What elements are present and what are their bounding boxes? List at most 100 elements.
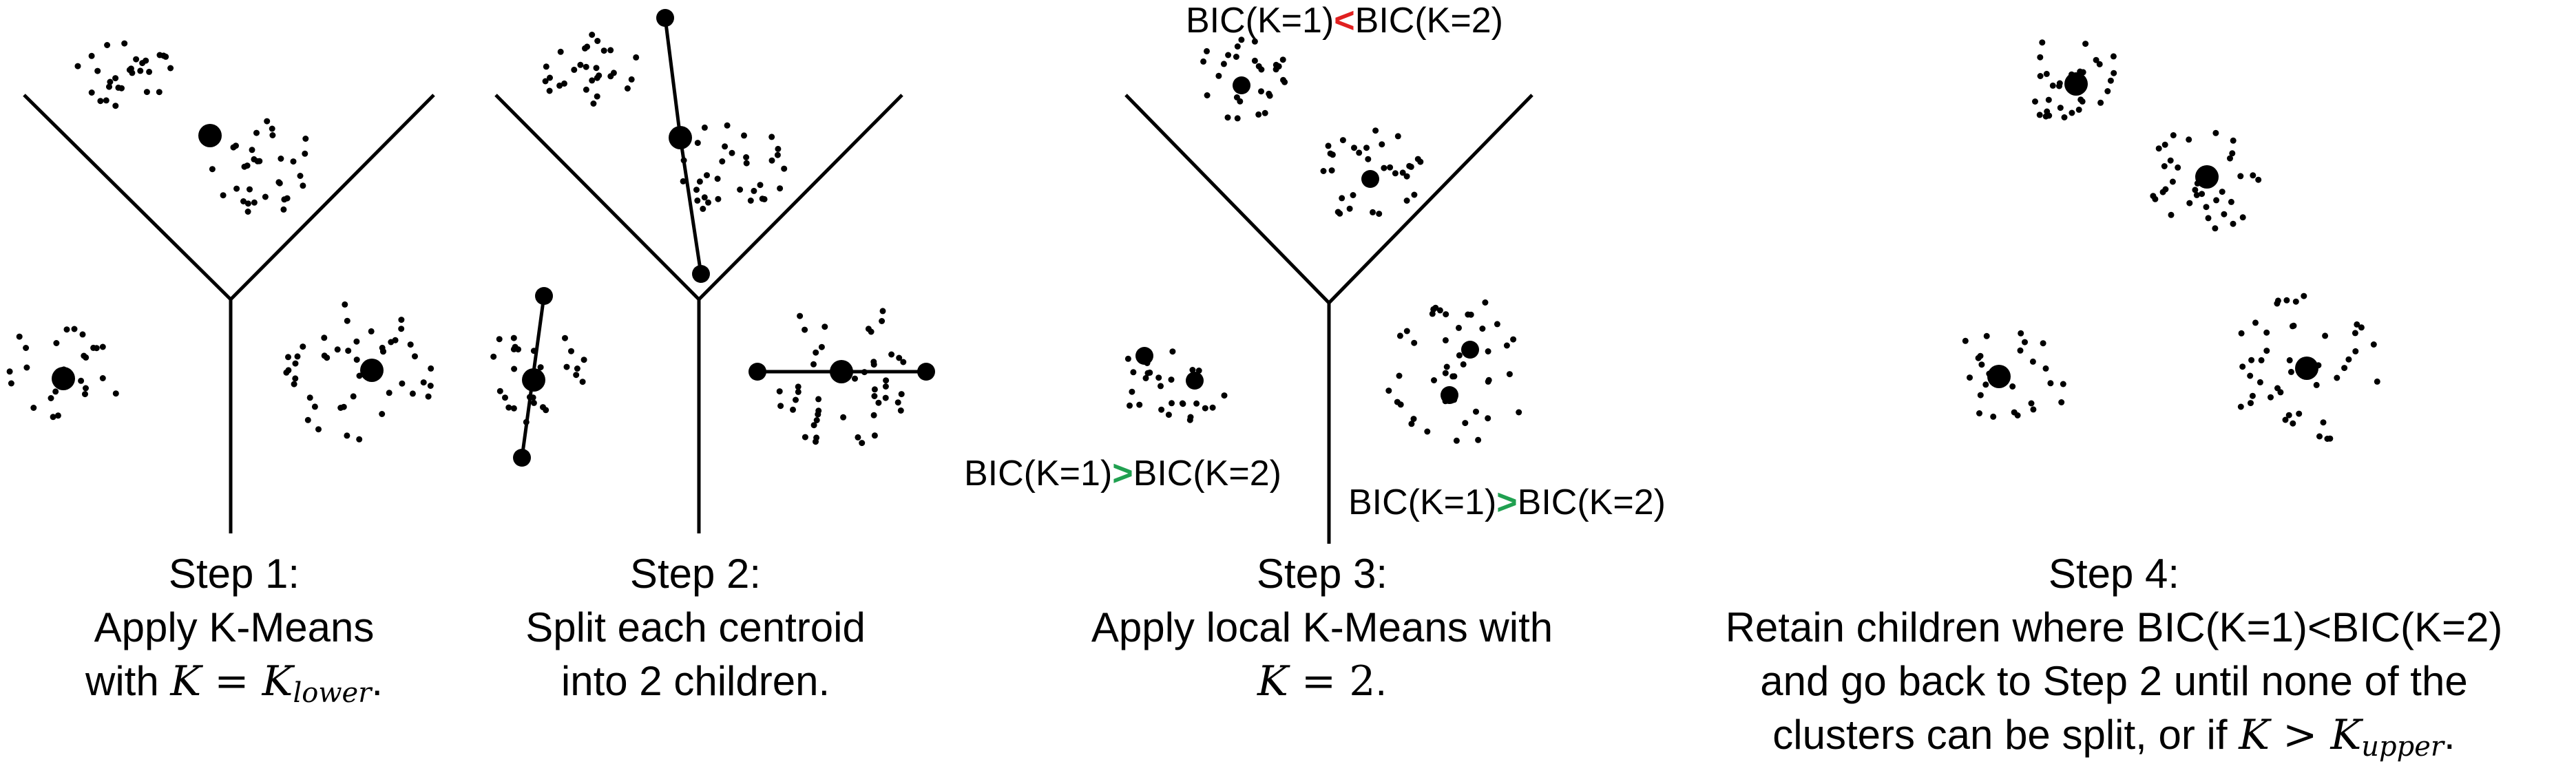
- step-text-fragment: .: [371, 658, 384, 704]
- data-point: [2047, 380, 2054, 387]
- data-point: [1279, 56, 1286, 63]
- data-point: [1365, 156, 1372, 162]
- data-point: [700, 205, 706, 212]
- bic-right: BIC(K=2): [1133, 454, 1281, 493]
- data-point: [233, 185, 240, 192]
- step-title: Step 2:: [629, 551, 762, 597]
- data-point: [1363, 145, 1370, 151]
- less-than-symbol: <: [1334, 1, 1355, 41]
- data-point: [574, 365, 580, 372]
- bic-right: BIC(K=2): [1517, 482, 1666, 522]
- data-point: [2162, 186, 2169, 193]
- data-point: [543, 63, 549, 70]
- data-point: [1467, 311, 1474, 318]
- data-point: [112, 75, 119, 82]
- data-point: [1485, 415, 1491, 422]
- data-point: [1209, 404, 1216, 411]
- data-point: [2256, 379, 2263, 385]
- data-point: [2168, 211, 2175, 218]
- data-point: [1155, 374, 1162, 381]
- data-point: [269, 125, 275, 132]
- data-point: [751, 187, 757, 194]
- data-point: [2324, 436, 2331, 442]
- bic-left: BIC(K=1): [1348, 482, 1497, 522]
- centroid: [1441, 386, 1458, 404]
- data-point: [743, 154, 750, 160]
- data-point: [561, 80, 567, 87]
- data-point: [284, 195, 291, 202]
- step-line: and go back to Step 2 until none of the: [1760, 658, 2468, 704]
- data-point: [1376, 211, 1383, 217]
- step-3-caption: Step 3: Apply local K-Means with K = 2.: [1047, 547, 1598, 708]
- data-point: [2192, 187, 2199, 193]
- data-point: [2283, 297, 2290, 304]
- data-point: [2334, 374, 2341, 381]
- data-point: [1273, 66, 1279, 73]
- data-point: [568, 348, 574, 354]
- data-point: [2239, 214, 2246, 221]
- data-point: [278, 156, 284, 162]
- data-point: [425, 393, 432, 400]
- data-point: [1407, 163, 1414, 170]
- data-point: [146, 68, 153, 75]
- data-point: [729, 149, 735, 156]
- centroid: [198, 124, 222, 147]
- data-point: [2227, 155, 2233, 162]
- data-point: [2285, 412, 2292, 418]
- data-point: [297, 173, 304, 179]
- step-2-caption: Step 2: Split each centroid into 2 child…: [489, 547, 902, 708]
- data-point: [112, 390, 119, 397]
- data-point: [2255, 176, 2262, 183]
- data-point: [99, 343, 106, 350]
- data-point: [2268, 394, 2274, 401]
- data-point: [2239, 363, 2246, 370]
- data-point: [583, 63, 589, 70]
- data-point: [302, 150, 308, 157]
- data-point: [557, 48, 564, 55]
- data-point: [1453, 437, 1460, 444]
- centroid: [1233, 76, 1250, 94]
- data-point: [813, 349, 819, 356]
- data-point: [1370, 209, 1376, 215]
- data-point: [121, 40, 128, 47]
- data-point: [353, 338, 360, 345]
- data-point: [1982, 381, 1989, 388]
- data-point: [1462, 420, 1469, 427]
- data-point: [2320, 419, 2327, 426]
- data-point: [1258, 66, 1265, 73]
- data-point: [345, 348, 352, 354]
- data-point: [244, 209, 251, 215]
- data-point: [392, 337, 399, 343]
- data-point: [1443, 311, 1449, 318]
- data-point: [894, 399, 901, 406]
- data-point: [160, 52, 167, 59]
- data-point: [1158, 406, 1165, 413]
- data-point: [1442, 337, 1449, 343]
- data-point: [2322, 332, 2329, 339]
- bic-right: BIC(K=2): [1354, 1, 1503, 41]
- data-point: [757, 182, 764, 189]
- data-point: [2316, 433, 2323, 440]
- panel-2-split-lines: [520, 17, 926, 458]
- data-point: [78, 377, 85, 384]
- data-point: [133, 56, 140, 63]
- data-point: [2049, 82, 2056, 89]
- data-point: [583, 86, 589, 93]
- data-point: [368, 328, 375, 335]
- data-point: [1346, 205, 1353, 212]
- data-point: [2354, 321, 2360, 328]
- data-point: [2037, 73, 2044, 79]
- data-point: [302, 136, 309, 142]
- data-point: [254, 158, 261, 164]
- data-point: [112, 103, 119, 109]
- data-point: [496, 336, 503, 343]
- data-point: [741, 132, 747, 139]
- data-point: [1475, 436, 1482, 443]
- data-point: [775, 145, 782, 152]
- data-point: [2107, 77, 2114, 84]
- data-point: [2341, 365, 2348, 372]
- data-point: [1334, 209, 1341, 215]
- data-point: [1234, 115, 1241, 122]
- data-point: [813, 434, 820, 441]
- data-point: [900, 359, 907, 365]
